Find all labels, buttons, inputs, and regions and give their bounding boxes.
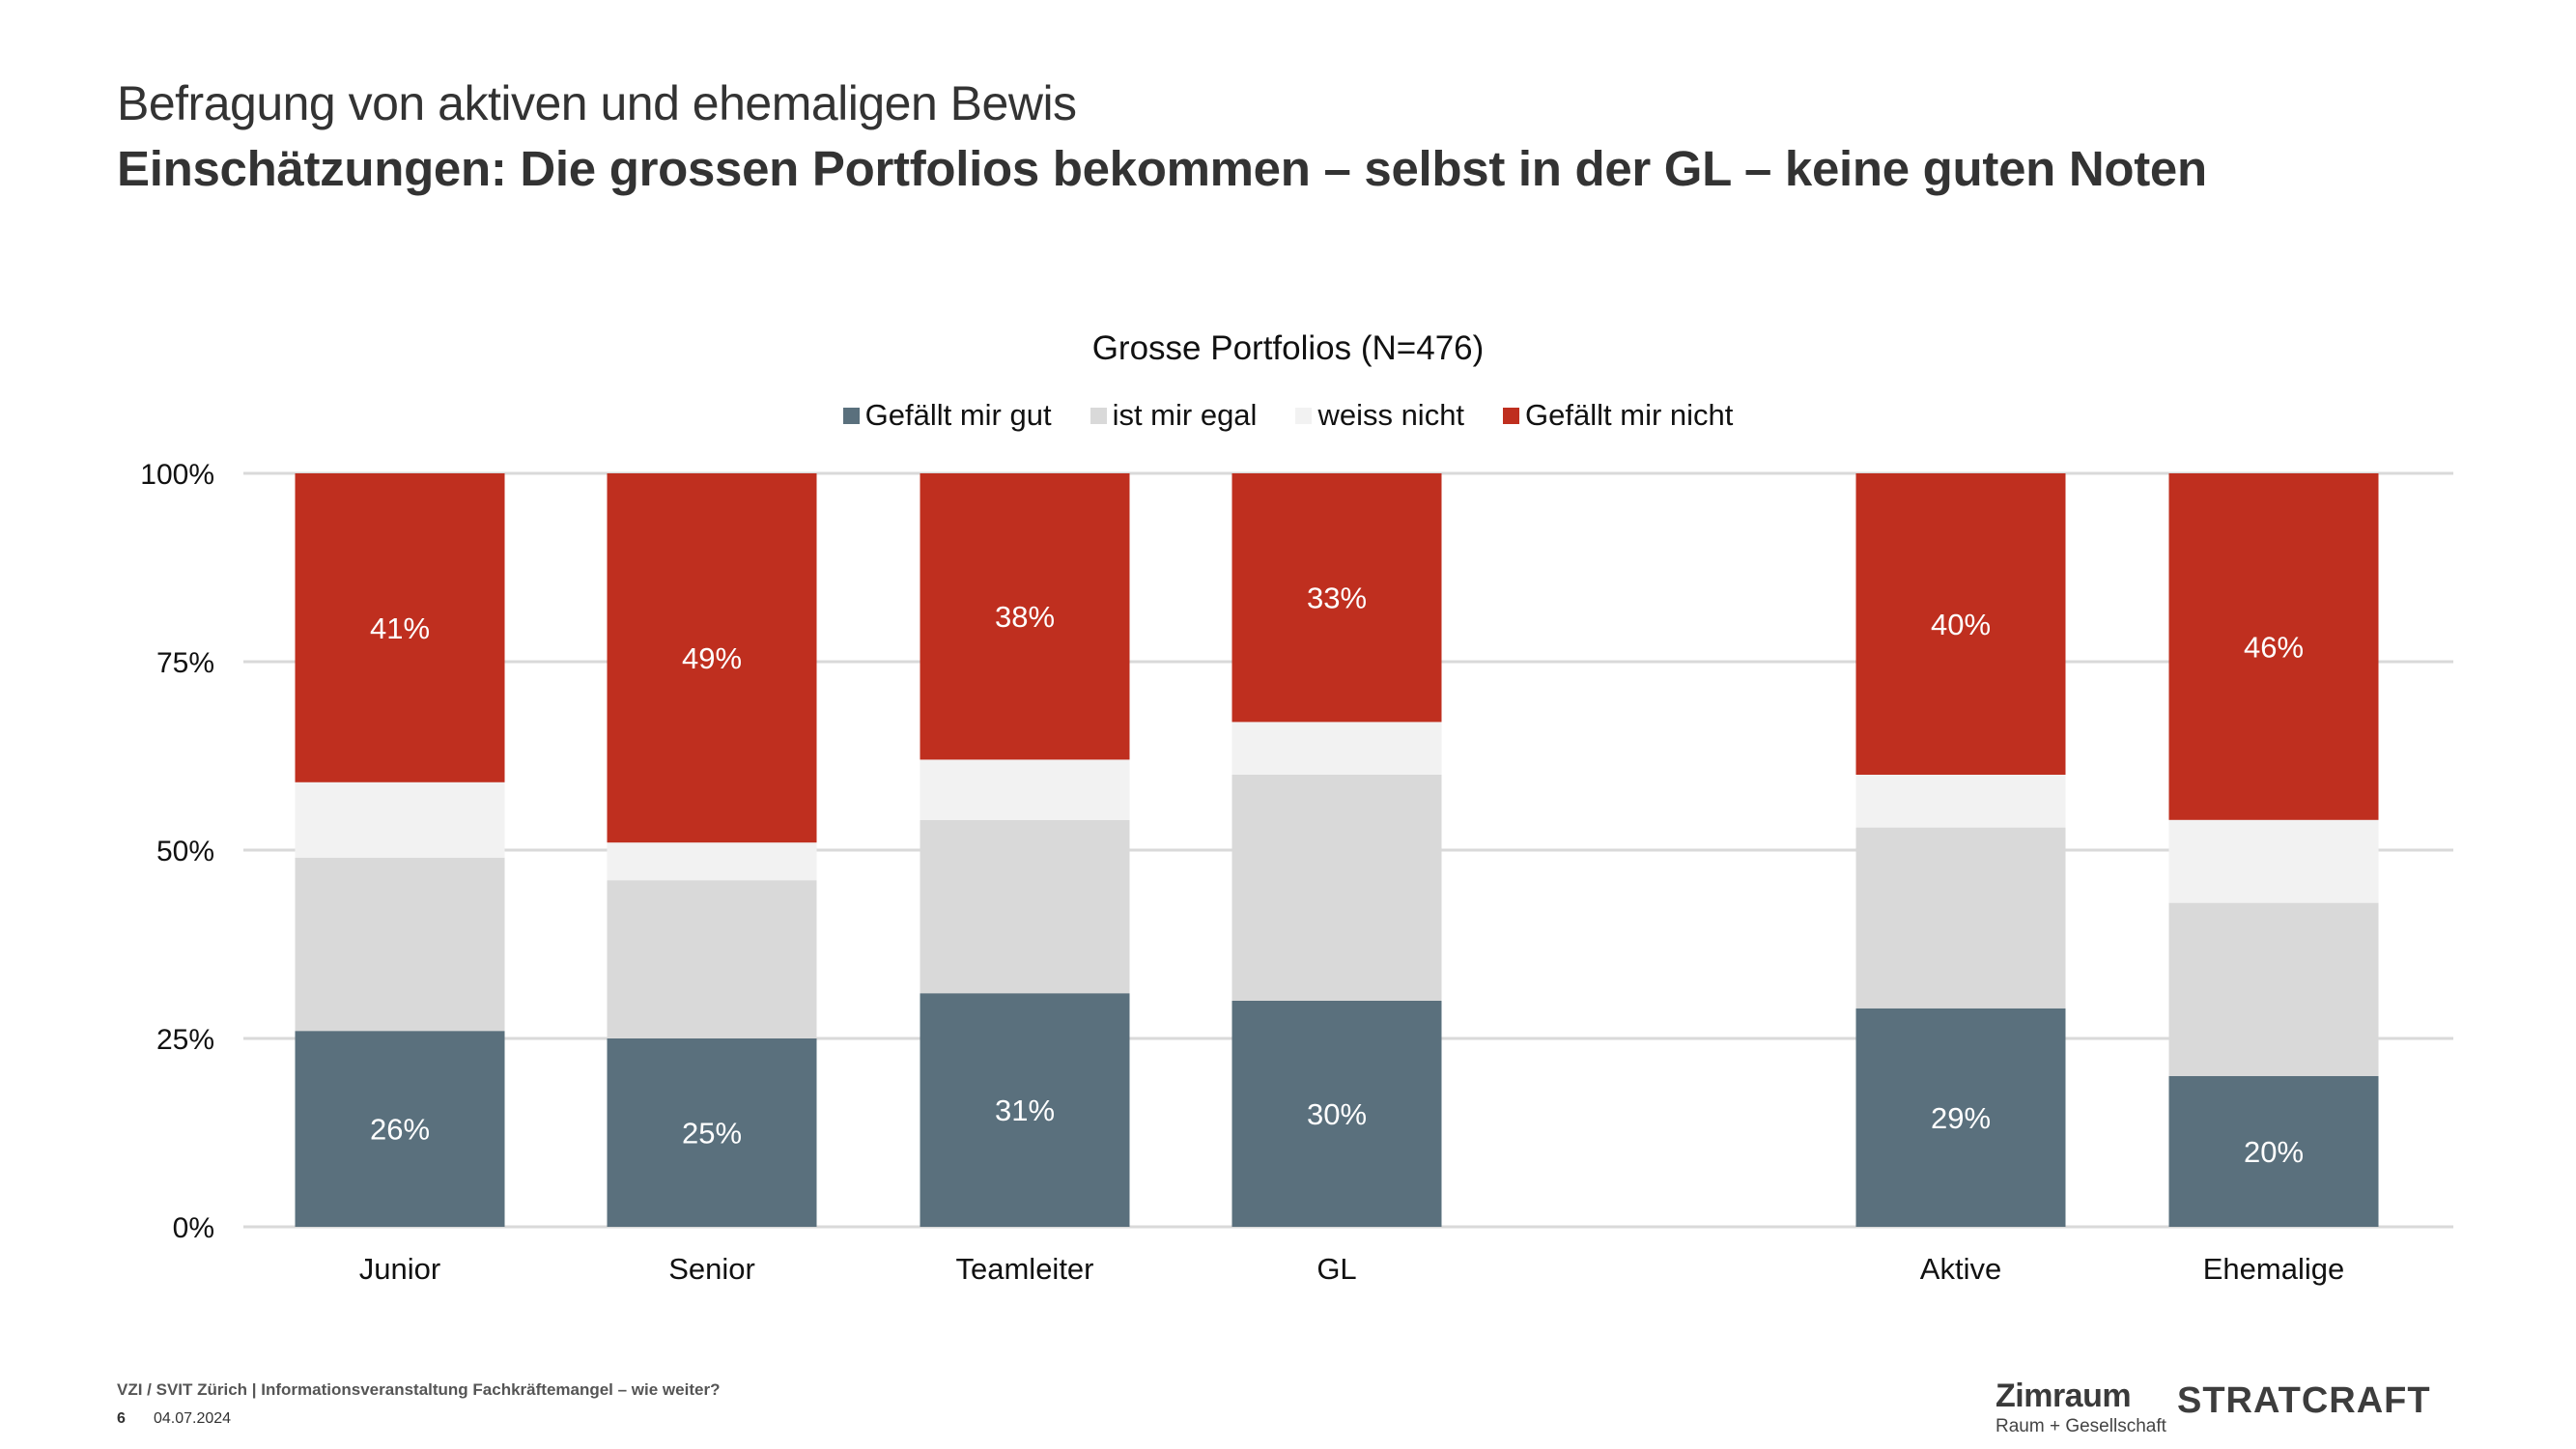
x-tick-label: Teamleiter xyxy=(956,1252,1094,1286)
y-axis-ticks: 0% 25% 50% 75% 100% xyxy=(140,459,214,1244)
legend-item-gefaellt-mir-nicht: Gefällt mir nicht xyxy=(1503,398,1733,433)
bar-segment xyxy=(1855,1008,2066,1227)
legend-item-ist-mir-egal: ist mir egal xyxy=(1090,398,1258,433)
legend-swatch xyxy=(842,407,860,424)
footer-event: VZI / SVIT Zürich | Informationsveransta… xyxy=(117,1380,721,1399)
legend-swatch xyxy=(1090,407,1107,424)
x-axis-ticks: Junior Senior Teamleiter GL Aktive Ehemalige xyxy=(359,1252,2344,1286)
chart-title: Grosse Portfolios (N=476) xyxy=(1091,329,1485,367)
bar-segment xyxy=(1855,473,2066,775)
bar-segment xyxy=(1231,722,1442,775)
data-label: 20% xyxy=(2244,1135,2304,1169)
bar-segment xyxy=(1231,1001,1442,1227)
data-label: 31% xyxy=(995,1094,1055,1127)
page-number: 6 xyxy=(117,1410,126,1427)
x-tick-label: Aktive xyxy=(1920,1252,2001,1286)
data-label: 30% xyxy=(1307,1097,1367,1131)
legend-label: weiss nicht xyxy=(1317,398,1465,432)
data-labels: 26% 41% 25% 49% 31% 38% 30% 33% 29% 40% 20% 46% xyxy=(370,582,2304,1169)
x-tick-label: Junior xyxy=(359,1252,440,1286)
y-tick-label: 25% xyxy=(156,1024,214,1056)
data-label: 40% xyxy=(1931,608,1991,641)
x-tick-label: GL xyxy=(1316,1252,1356,1286)
bar-segment xyxy=(2168,473,2379,820)
bar-segment xyxy=(1855,775,2066,828)
footer-date: 04.07.2024 xyxy=(154,1410,232,1427)
legend-label: Gefällt mir nicht xyxy=(1525,398,1734,432)
chart-legend: Gefällt mir gut ist mir egal weiss nicht… xyxy=(0,398,2576,433)
bar-segment xyxy=(607,473,817,843)
zimraum-tagline: Raum + Gesellschaft xyxy=(1996,1416,2166,1436)
bar-segment xyxy=(920,819,1130,994)
data-label: 41% xyxy=(370,611,430,645)
stratcraft-logo: STRATCRAFT xyxy=(2177,1380,2431,1421)
y-tick-label: 50% xyxy=(156,836,214,867)
bar-segment xyxy=(295,781,505,858)
legend-swatch xyxy=(1503,407,1520,424)
y-tick-label: 100% xyxy=(140,459,214,491)
slide-subtitle: Einschätzungen: Die grossen Portfolios b… xyxy=(117,141,2207,196)
data-label: 38% xyxy=(995,600,1055,634)
bar-segment xyxy=(920,473,1130,760)
bar-segment xyxy=(295,857,505,1032)
bar-segment xyxy=(2168,1076,2379,1227)
bar-segment xyxy=(295,473,505,782)
data-label: 26% xyxy=(370,1113,430,1147)
data-label: 29% xyxy=(1931,1101,1991,1135)
data-label: 33% xyxy=(1307,582,1367,615)
bar-segment xyxy=(295,1031,505,1227)
bar-segment xyxy=(1231,775,1442,1001)
bar-segment xyxy=(2168,902,2379,1076)
data-label: 25% xyxy=(682,1117,742,1151)
bar-segment xyxy=(607,1038,817,1227)
y-tick-label: 0% xyxy=(173,1212,214,1244)
zimraum-logo: Zimraum xyxy=(1996,1378,2132,1414)
legend-label: Gefällt mir gut xyxy=(864,398,1052,432)
bar-segment xyxy=(607,880,817,1038)
x-tick-label: Ehemalige xyxy=(2203,1252,2344,1286)
bar-segment xyxy=(2168,819,2379,903)
bars xyxy=(295,473,2379,1227)
bar-segment xyxy=(1855,827,2066,1009)
x-tick-label: Senior xyxy=(668,1252,755,1286)
legend-label: ist mir egal xyxy=(1112,398,1258,432)
slide-title: Befragung von aktiven und ehemaligen Bew… xyxy=(117,76,1077,130)
bar-segment xyxy=(920,993,1130,1227)
bar-segment xyxy=(607,842,817,881)
y-tick-label: 75% xyxy=(156,647,214,679)
bar-segment xyxy=(920,759,1130,820)
legend-swatch xyxy=(1295,407,1313,424)
data-label: 46% xyxy=(2244,630,2304,664)
bar-segment xyxy=(1231,473,1442,723)
legend-item-weiss-nicht: weiss nicht xyxy=(1295,398,1464,433)
legend-item-gefaellt-mir-gut: Gefällt mir gut xyxy=(842,398,1052,433)
data-label: 49% xyxy=(682,641,742,675)
